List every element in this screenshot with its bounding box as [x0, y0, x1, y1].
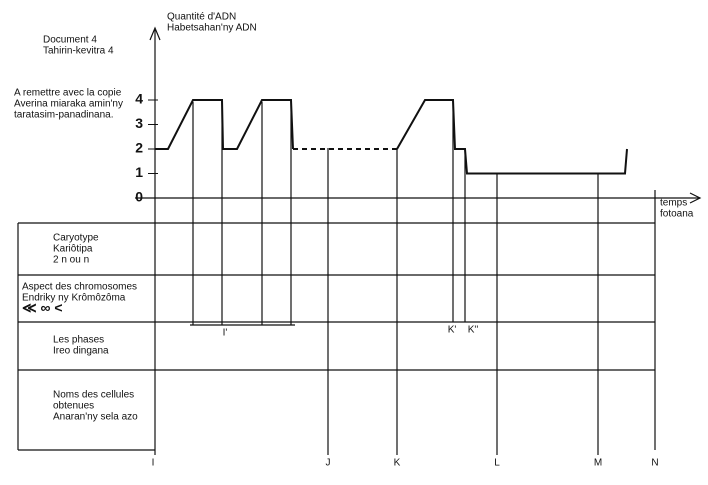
- row-label: 2 n ou n: [53, 255, 89, 266]
- time-mark: N: [651, 458, 658, 469]
- y-tick-label: 3: [135, 115, 143, 131]
- doc-note: Averina miaraka amin'ny: [14, 99, 123, 110]
- row-label: Kariôtipa: [53, 244, 93, 255]
- row-label: Caryotype: [53, 233, 99, 244]
- row-label: Ireo dingana: [53, 346, 109, 357]
- y-label: Quantité d'ADN: [167, 12, 236, 23]
- y-tick-label: 0: [135, 189, 143, 205]
- table-frame: [17, 26, 702, 455]
- time-mark: M: [594, 458, 602, 469]
- time-mark: K: [394, 458, 401, 469]
- row-label: Endriky ny Krômôzôma: [22, 293, 126, 304]
- row-label: Aspect des chromosomes: [22, 282, 137, 293]
- phase-lines: [190, 100, 466, 326]
- row-label: Noms des cellules: [53, 390, 134, 401]
- doc-title: Document 4: [43, 35, 97, 46]
- chromosome-symbols: ≪ ∞ <: [22, 300, 63, 316]
- doc-title: Tahirin-kevitra 4: [43, 46, 114, 57]
- doc-note: taratasim-panadinana.: [14, 110, 114, 121]
- y-tick-label: 1: [135, 164, 143, 180]
- time-mark: J: [326, 458, 331, 469]
- y-arrow: [149, 26, 161, 41]
- row-label: obtenues: [53, 401, 94, 412]
- x-label: fotoana: [660, 209, 694, 220]
- phase-mark: I': [223, 328, 228, 339]
- phase-mark: K': [448, 325, 457, 336]
- x-label: temps: [660, 198, 687, 209]
- time-mark: I: [152, 458, 155, 469]
- row-label: Anaran'ny sela azo: [53, 412, 138, 423]
- y-label: Habetsahan'ny ADN: [167, 23, 257, 34]
- dna-curve: [155, 99, 628, 175]
- y-tick-label: 4: [135, 91, 143, 107]
- time-mark: L: [494, 458, 500, 469]
- phase-mark: K'': [468, 325, 479, 336]
- doc-note: A remettre avec la copie: [14, 88, 122, 99]
- x-arrow: [689, 192, 702, 204]
- y-tick-label: 2: [135, 140, 143, 156]
- row-label: Les phases: [53, 335, 104, 346]
